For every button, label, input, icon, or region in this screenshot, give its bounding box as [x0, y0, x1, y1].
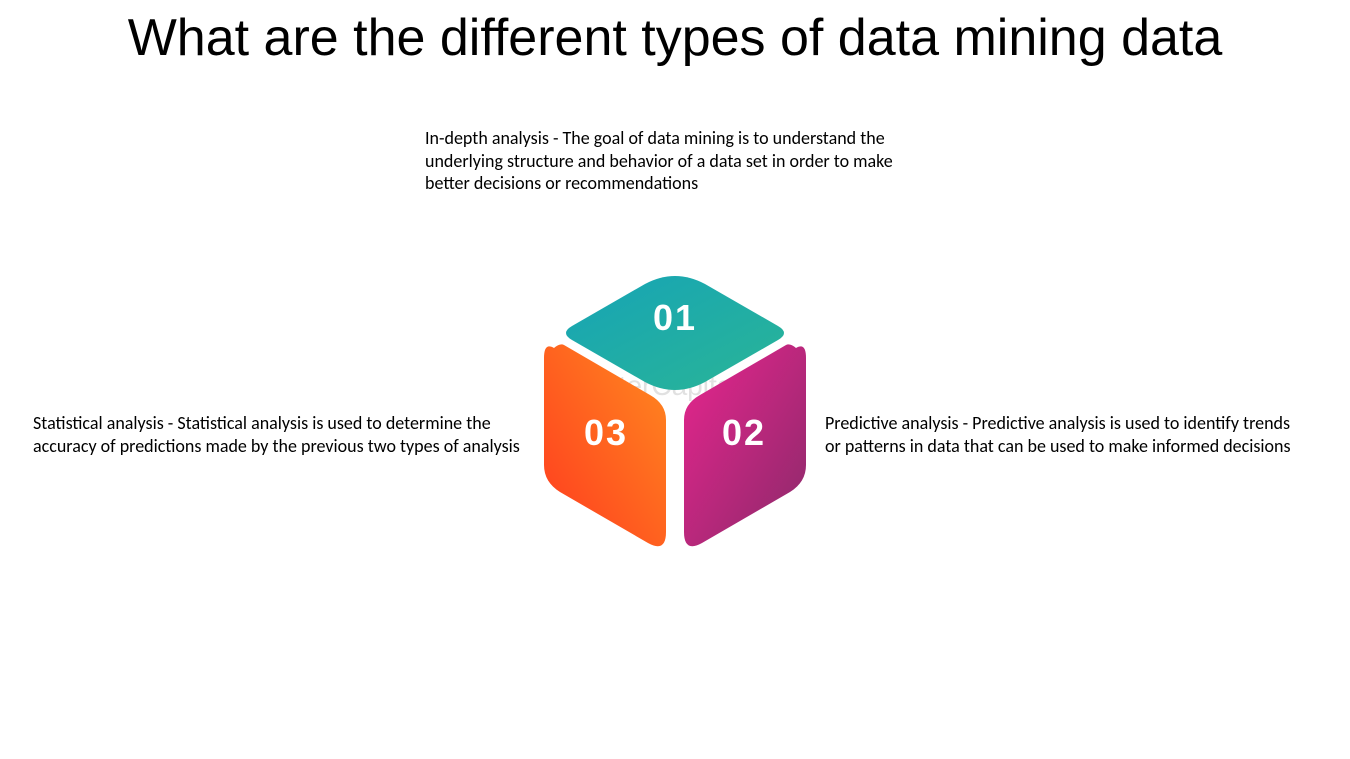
cube-face-right-number: 02	[722, 412, 766, 453]
item-01-description: In-depth analysis - The goal of data min…	[425, 127, 925, 195]
cube-face-left-number: 03	[584, 412, 628, 453]
item-03-description: Statistical analysis - Statistical analy…	[33, 412, 523, 457]
page-title: What are the different types of data min…	[0, 8, 1350, 68]
cube-face-top-number: 01	[653, 297, 697, 338]
item-02-description: Predictive analysis - Predictive analysi…	[825, 412, 1305, 457]
cube-infographic: 01 03 02	[540, 270, 810, 560]
